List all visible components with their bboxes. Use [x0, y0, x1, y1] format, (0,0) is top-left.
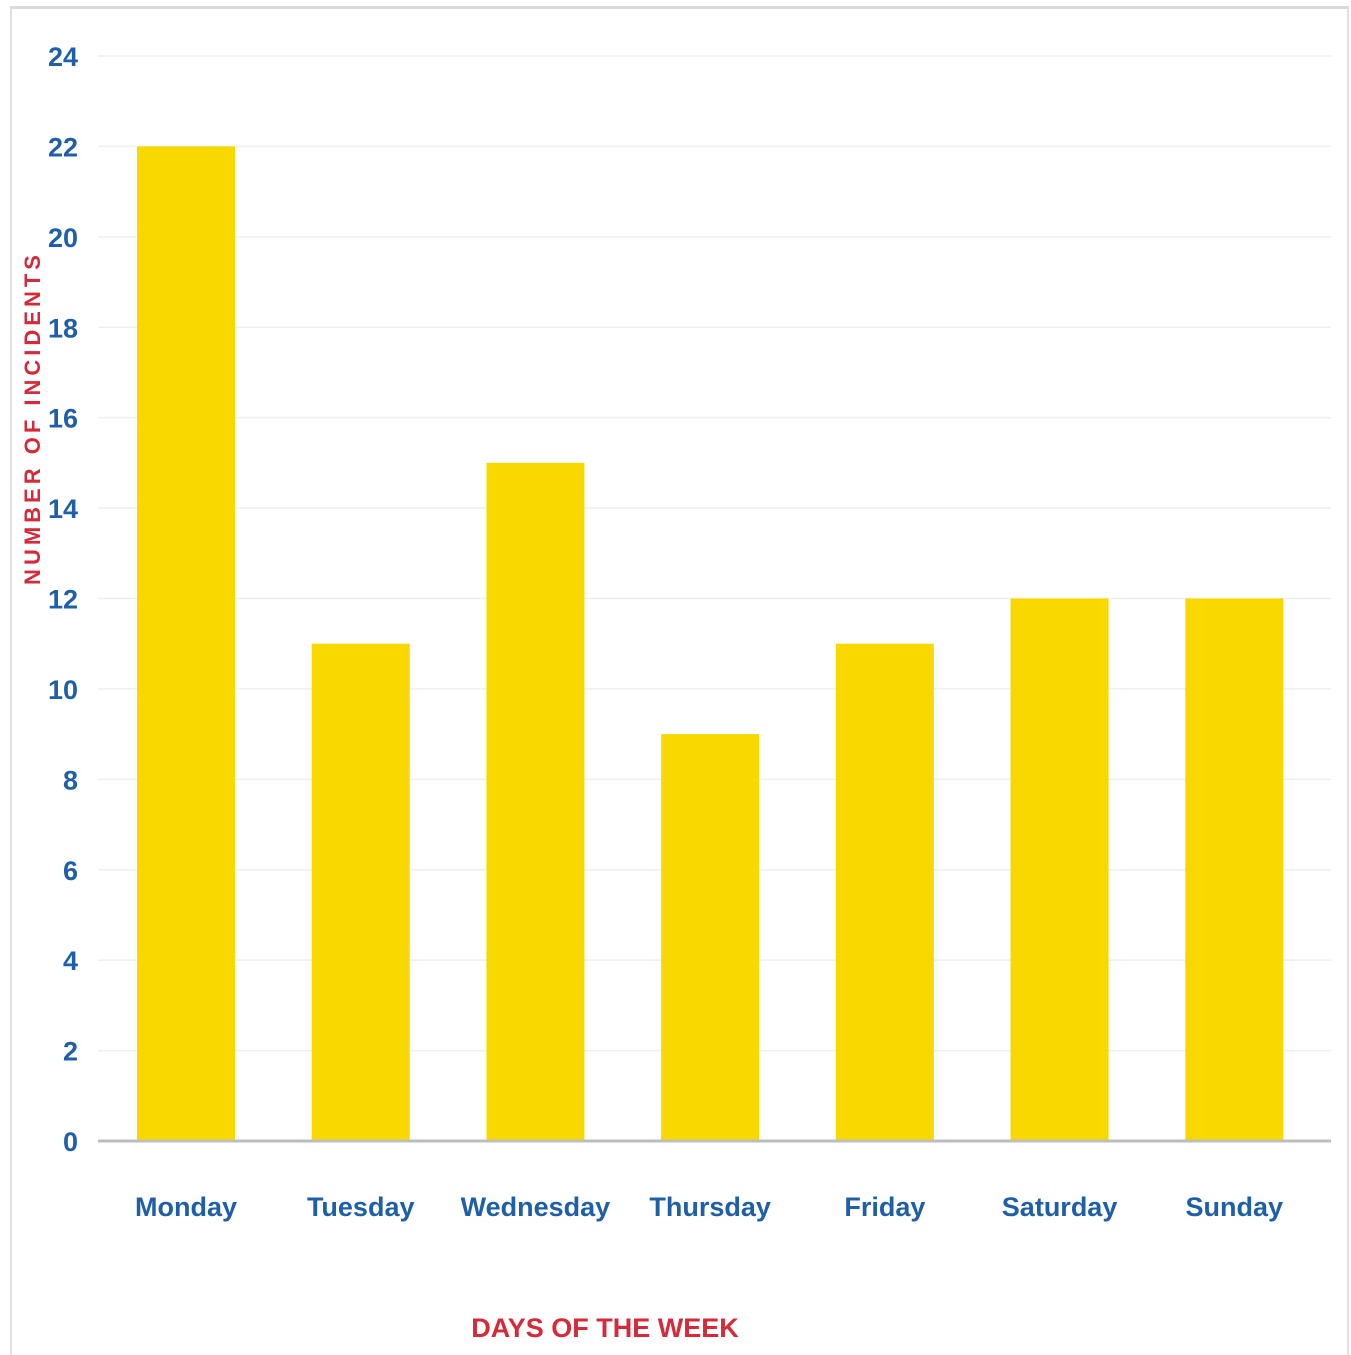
y-tick-label: 10 — [48, 675, 78, 705]
y-tick-label: 16 — [48, 404, 78, 434]
bar-friday — [835, 643, 934, 1141]
y-axis-title: NUMBER OF INCIDENTS — [20, 251, 45, 585]
x-category-label: Wednesday — [461, 1192, 611, 1222]
y-tick-label: 14 — [48, 494, 78, 524]
x-category-label: Tuesday — [307, 1192, 415, 1222]
y-tick-label: 2 — [63, 1037, 78, 1067]
y-tick-label: 20 — [48, 223, 78, 253]
y-tick-label: 18 — [48, 313, 78, 343]
x-category-label: Friday — [844, 1192, 925, 1222]
y-tick-label: 0 — [63, 1127, 78, 1157]
x-category-label: Saturday — [1002, 1192, 1118, 1222]
bar-tuesday — [311, 643, 410, 1141]
bars — [137, 146, 1284, 1141]
x-axis-categories: Monday Tuesday Wednesday Thursday Friday Satu… — [135, 1192, 1283, 1222]
y-tick-label: 12 — [48, 585, 78, 615]
y-tick-label: 24 — [48, 42, 78, 72]
bar-thursday — [661, 734, 760, 1141]
bar-wednesday — [486, 462, 585, 1141]
x-category-label: Monday — [135, 1192, 237, 1222]
bar-saturday — [1010, 598, 1109, 1141]
y-tick-label: 22 — [48, 132, 78, 162]
bar-monday — [137, 146, 235, 1141]
y-tick-label: 6 — [63, 856, 78, 886]
x-category-label: Thursday — [649, 1192, 771, 1222]
bar-sunday — [1185, 598, 1284, 1141]
y-tick-label: 4 — [63, 946, 78, 976]
y-tick-label: 8 — [63, 765, 78, 795]
x-category-label: Sunday — [1186, 1192, 1284, 1222]
x-axis-title: DAYS OF THE WEEK — [471, 1313, 739, 1343]
